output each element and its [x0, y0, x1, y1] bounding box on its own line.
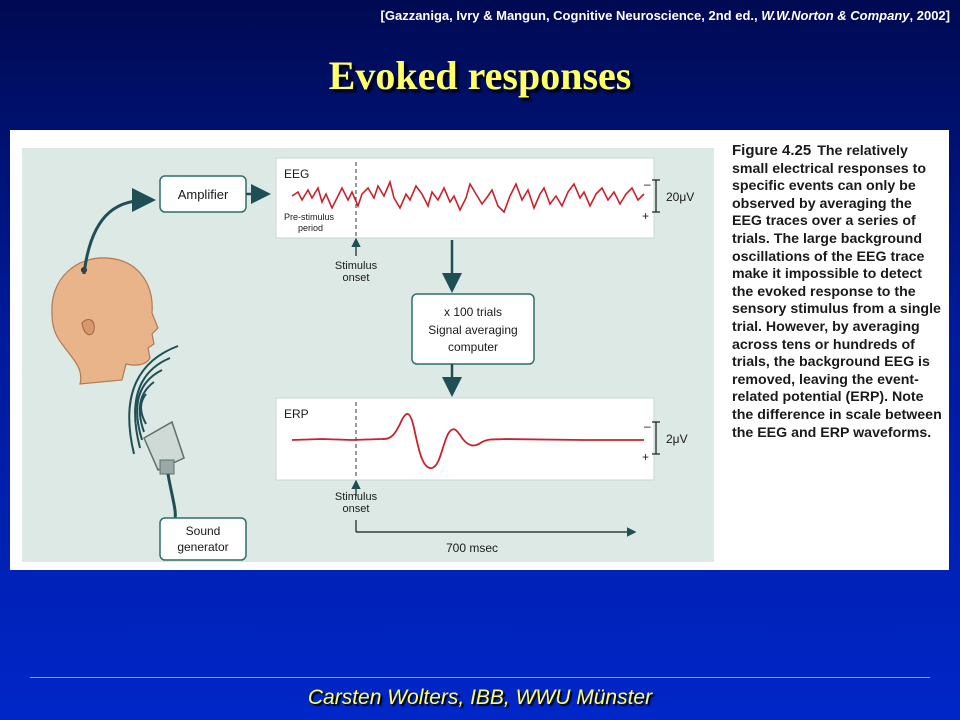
eeg-minus: –: [644, 177, 651, 191]
speaker-icon: [143, 420, 185, 475]
citation-prefix: [Gazzaniga, Ivry & Mangun, Cognitive Neu…: [380, 8, 762, 23]
sound-generator-line1: Sound: [186, 524, 221, 538]
figure-caption: Figure 4.25 The relatively small electric…: [732, 142, 942, 442]
stimulus-onset-1-line2: onset: [343, 272, 370, 284]
footer-author: Carsten Wolters, IBB, WWU Münster: [307, 686, 653, 709]
slide-title: Evoked responses: [328, 53, 632, 98]
amplifier-label: Amplifier: [178, 187, 229, 202]
erp-minus: –: [644, 419, 651, 433]
sound-generator-line2: generator: [177, 540, 228, 554]
erp-plus: +: [642, 450, 649, 464]
diagram-svg: Amplifier EEG Pre-stimulus period – + 20…: [51, 157, 694, 561]
erp-trace: [291, 413, 644, 469]
diagram: Amplifier EEG Pre-stimulus period – + 20…: [22, 148, 714, 562]
erp-scale-label: 2μV: [666, 432, 688, 446]
averaging-line1: x 100 trials: [444, 305, 502, 319]
footer-divider: [30, 677, 930, 678]
sound-waves: [128, 345, 179, 455]
stimulus-onset-2-line1: Stimulus: [335, 491, 378, 503]
erp-label: ERP: [284, 407, 309, 421]
citation: [Gazzaniga, Ivry & Mangun, Cognitive Neu…: [381, 8, 950, 23]
figure-number: Figure 4.25: [732, 142, 812, 159]
eeg-scale-label: 20μV: [666, 190, 694, 204]
stimulus-onset-2-line2: onset: [343, 503, 370, 515]
eeg-label: EEG: [284, 167, 309, 181]
citation-publisher: W.W.Norton & Company: [761, 8, 910, 23]
averaging-line2: Signal averaging: [428, 323, 517, 337]
eeg-plus: +: [642, 209, 649, 223]
pre-stimulus-line1: Pre-stimulus: [284, 212, 335, 222]
stimulus-onset-1-line1: Stimulus: [335, 260, 378, 272]
averaging-line3: computer: [448, 340, 498, 354]
eeg-trace: [291, 179, 645, 214]
head-illustration: [51, 257, 159, 385]
time-scale-label: 700 msec: [446, 541, 498, 555]
citation-suffix: , 2002]: [909, 8, 950, 23]
caption-text: The relatively small electrical response…: [732, 143, 942, 441]
pre-stimulus-line2: period: [298, 223, 323, 233]
figure-panel: Amplifier EEG Pre-stimulus period – + 20…: [10, 130, 949, 570]
